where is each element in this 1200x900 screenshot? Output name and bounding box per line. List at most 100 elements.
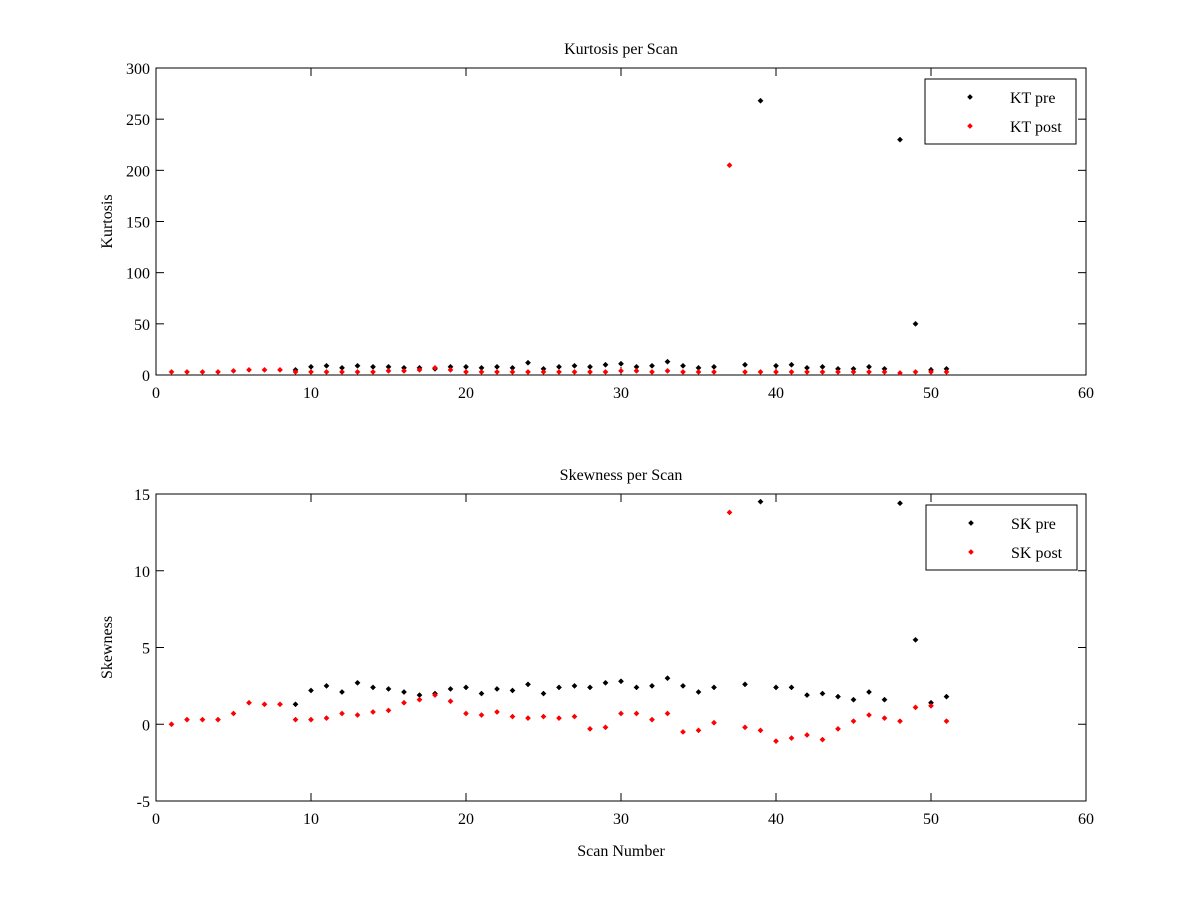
data-point xyxy=(773,362,779,369)
data-point xyxy=(292,716,299,723)
x-tick-label: 60 xyxy=(1078,385,1094,402)
data-point xyxy=(478,690,485,697)
data-point xyxy=(866,712,872,718)
data-point xyxy=(742,361,748,368)
data-point xyxy=(215,368,221,375)
data-point xyxy=(339,710,345,717)
data-point xyxy=(664,358,671,365)
data-point xyxy=(695,727,702,734)
data-point xyxy=(168,721,175,728)
data-point xyxy=(649,682,655,689)
legend-box xyxy=(924,78,1077,145)
data-point xyxy=(757,97,764,104)
x-tick-label: 0 xyxy=(152,811,160,828)
data-point xyxy=(757,368,764,375)
x-tick-label: 20 xyxy=(458,385,474,402)
data-point xyxy=(587,725,593,732)
x-tick-label: 30 xyxy=(613,385,629,402)
data-point xyxy=(788,735,795,742)
data-point xyxy=(695,368,702,375)
data-point xyxy=(866,368,872,375)
data-point xyxy=(494,709,500,715)
data-point xyxy=(618,678,624,685)
data-point xyxy=(866,689,872,695)
data-point xyxy=(695,689,702,695)
data-point xyxy=(370,368,376,375)
data-point xyxy=(447,698,454,705)
x-tick-label: 10 xyxy=(303,811,319,828)
data-point xyxy=(370,684,376,691)
y-tick-label: 200 xyxy=(126,163,150,180)
data-point xyxy=(463,368,469,375)
data-point xyxy=(773,368,779,375)
chart-panel-1: 0 10 20 30 40 50 60 0 50 100 150 200 250 300 Kurtosis … xyxy=(99,41,1094,402)
data-point xyxy=(757,498,764,505)
data-point xyxy=(804,732,810,738)
data-point xyxy=(788,684,795,691)
legend: KT pre KT post xyxy=(924,78,1077,145)
data-point xyxy=(308,368,314,375)
series-sk-pre xyxy=(292,498,950,708)
data-point xyxy=(509,687,516,694)
data-point xyxy=(943,718,950,725)
data-point xyxy=(277,366,283,373)
data-point xyxy=(850,368,857,375)
data-point xyxy=(509,713,516,720)
data-point xyxy=(323,715,330,722)
legend-marker xyxy=(967,123,973,129)
x-tick-label: 40 xyxy=(768,811,784,828)
data-point xyxy=(897,369,903,376)
data-point xyxy=(711,684,717,691)
data-point xyxy=(943,693,950,700)
data-point xyxy=(819,690,826,697)
data-point xyxy=(881,696,888,703)
legend: SK pre SK post xyxy=(925,504,1078,571)
data-point xyxy=(525,368,531,375)
data-point xyxy=(804,692,810,699)
data-point xyxy=(649,362,655,369)
data-point xyxy=(664,710,671,717)
data-point xyxy=(540,690,547,697)
y-tick-label: 0 xyxy=(142,368,150,385)
data-point xyxy=(897,718,903,725)
data-point xyxy=(556,715,562,722)
data-point xyxy=(385,367,392,374)
data-point xyxy=(602,724,609,731)
data-point xyxy=(835,693,841,700)
data-point xyxy=(726,162,733,169)
chart-title: Kurtosis per Scan xyxy=(564,41,678,58)
data-point xyxy=(540,368,547,375)
data-point xyxy=(215,716,221,723)
data-point xyxy=(463,710,469,717)
data-point xyxy=(788,368,795,375)
data-point xyxy=(943,368,950,375)
data-point xyxy=(261,366,268,373)
data-point xyxy=(680,728,686,735)
data-point xyxy=(354,368,361,375)
data-point xyxy=(850,696,857,703)
x-axis-label: Scan Number xyxy=(577,843,665,860)
y-tick-label: 50 xyxy=(134,317,150,334)
data-point xyxy=(261,701,268,708)
data-point xyxy=(571,362,578,369)
data-point xyxy=(587,684,593,691)
x-tick-label: 50 xyxy=(923,385,939,402)
data-point xyxy=(602,679,609,686)
data-point xyxy=(478,368,485,375)
y-tick-label: 300 xyxy=(126,61,150,78)
data-point xyxy=(246,699,252,706)
data-point xyxy=(819,736,826,743)
data-point xyxy=(602,368,609,375)
data-point xyxy=(912,636,919,643)
data-point xyxy=(618,360,624,367)
data-point xyxy=(680,368,686,375)
data-point xyxy=(912,368,919,375)
y-tick-label: 10 xyxy=(134,564,150,581)
data-point xyxy=(525,359,531,366)
data-point xyxy=(401,699,407,706)
data-point xyxy=(199,716,206,723)
data-point xyxy=(308,687,314,694)
data-point xyxy=(370,709,376,715)
data-point xyxy=(633,710,640,717)
